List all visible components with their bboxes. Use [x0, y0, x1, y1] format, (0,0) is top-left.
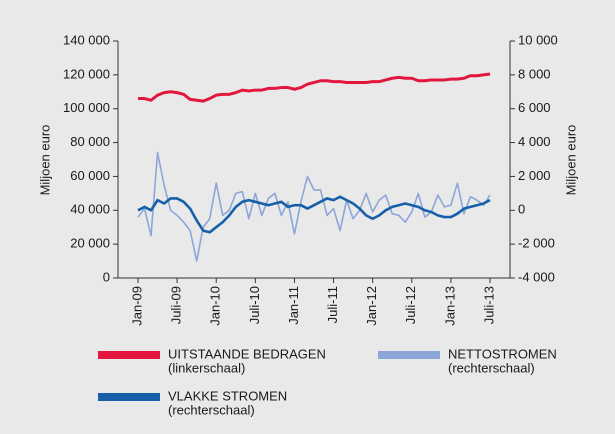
x-tick-label: Jan-10: [208, 286, 223, 326]
y-tick-label: 0: [103, 269, 110, 284]
x-tick-label: Juli-12: [403, 286, 418, 324]
y2-tick-label: 0: [518, 202, 525, 217]
legend-swatch: [98, 351, 160, 359]
legend-swatch: [378, 351, 440, 359]
x-tick-label: Jan-11: [286, 286, 301, 325]
y2-tick-label: 10 000: [518, 32, 558, 47]
y-tick-label: 40 000: [70, 202, 110, 217]
y2-tick-label: -2 000: [518, 236, 555, 251]
legend-label: UITSTAANDE BEDRAGEN: [168, 346, 326, 361]
legend-note: (rechterschaal): [448, 360, 535, 375]
y2-tick-label: 6 000: [518, 100, 551, 115]
x-tick-label: Juli-13: [481, 286, 496, 324]
legend-note: (linkerschaal): [168, 360, 245, 375]
x-tick-label: Juli-09: [169, 286, 184, 324]
y2-axis-title: Miljoen euro: [563, 125, 578, 196]
y-tick-label: 80 000: [70, 134, 110, 149]
y-tick-label: 100 000: [63, 100, 110, 115]
y2-tick-label: 4 000: [518, 134, 551, 149]
legend-note: (rechterschaal): [168, 402, 255, 417]
y2-tick-label: 2 000: [518, 168, 551, 183]
y-axis-title: Miljoen euro: [37, 125, 52, 196]
y-tick-label: 140 000: [63, 32, 110, 47]
y2-tick-label: -4 000: [518, 269, 555, 284]
x-tick-label: Jan-09: [129, 286, 144, 326]
y-tick-label: 60 000: [70, 168, 110, 183]
legend-label: NETTOSTROMEN: [448, 346, 557, 361]
y2-tick-label: 8 000: [518, 66, 551, 81]
legend-label: VLAKKE STROMEN: [168, 388, 287, 403]
x-tick-label: Juli-10: [247, 286, 262, 324]
line-series: [138, 72, 491, 103]
x-tick-label: Jan-13: [442, 286, 457, 326]
y-tick-label: 120 000: [63, 66, 110, 81]
line-series: [137, 195, 491, 234]
legend-swatch: [98, 393, 160, 401]
x-tick-label: Jan-12: [364, 286, 379, 326]
y-tick-label: 20 000: [70, 236, 110, 251]
x-tick-label: Juli-11: [325, 286, 340, 323]
